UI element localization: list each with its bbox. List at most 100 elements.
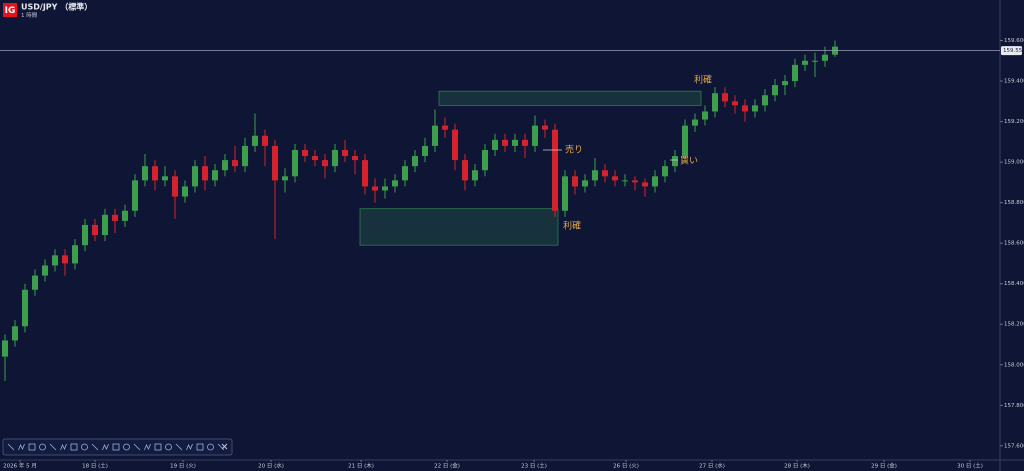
- target-zone: [359, 208, 559, 246]
- x-tick-label: 27 日 (水): [699, 462, 725, 470]
- y-tick-label: 159.200: [1004, 119, 1024, 125]
- candle-body: [462, 160, 468, 181]
- candle-body: [662, 166, 668, 177]
- candle-body: [512, 139, 518, 146]
- candle-body: [532, 125, 538, 146]
- candle-body: [32, 275, 38, 290]
- tool-icon[interactable]: [217, 443, 225, 451]
- candle-body: [302, 149, 308, 157]
- tool-icon[interactable]: [112, 443, 120, 451]
- candle-body: [622, 180, 628, 182]
- candle-body: [252, 135, 258, 146]
- y-tick-label: 158.200: [1004, 322, 1024, 328]
- tool-icon[interactable]: [133, 443, 141, 451]
- candle-body: [592, 170, 598, 181]
- candle-body: [742, 105, 748, 112]
- candle-body: [262, 135, 268, 146]
- candle-body: [412, 156, 418, 167]
- candle-body: [402, 166, 408, 181]
- drawing-toolbar[interactable]: [2, 438, 233, 456]
- tool-icon[interactable]: [175, 443, 183, 451]
- candle-body: [182, 186, 188, 197]
- candle-body: [112, 214, 118, 221]
- y-tick-label: 157.800: [1004, 403, 1024, 409]
- symbol: USD/JPY （標準）: [21, 2, 92, 12]
- candle-body: [822, 54, 828, 61]
- candle-body: [362, 160, 368, 187]
- candle-body: [602, 170, 608, 177]
- tool-icon[interactable]: [165, 443, 172, 451]
- candle-body: [442, 125, 448, 130]
- tool-icon[interactable]: [123, 443, 130, 451]
- x-tick-label: 21 日 (木): [348, 462, 374, 470]
- candle-body: [552, 129, 558, 211]
- tool-icon[interactable]: [18, 443, 25, 451]
- candle-body: [652, 176, 658, 187]
- candle-body: [242, 145, 248, 167]
- candle-body: [702, 111, 708, 120]
- candle-body: [282, 176, 288, 181]
- candle-body: [792, 64, 798, 82]
- candle-body: [542, 125, 548, 130]
- candle-body: [522, 139, 528, 146]
- tool-icon[interactable]: [7, 443, 15, 451]
- candle-body: [502, 139, 508, 146]
- tool-icon[interactable]: [91, 443, 99, 451]
- candle-body: [482, 149, 488, 171]
- candle-body: [372, 186, 378, 191]
- candle-body: [42, 265, 48, 276]
- candle-body: [712, 93, 718, 112]
- target-zone: [438, 90, 702, 106]
- tool-close[interactable]: [221, 443, 228, 450]
- candle-body: [202, 166, 208, 181]
- candle-body: [692, 119, 698, 126]
- y-tick-label: 159.400: [1004, 79, 1024, 85]
- y-tick-label: 158.000: [1004, 362, 1024, 368]
- tool-icon[interactable]: [28, 443, 36, 451]
- candle-body: [232, 160, 238, 167]
- candle-body: [452, 129, 458, 161]
- candle-body: [572, 176, 578, 187]
- tool-icon[interactable]: [70, 443, 78, 451]
- tool-icon[interactable]: [186, 443, 193, 451]
- candle-body: [92, 224, 98, 236]
- candle-body: [672, 156, 678, 167]
- candle-body: [782, 81, 788, 86]
- tool-icon[interactable]: [207, 443, 214, 451]
- candle-body: [72, 245, 78, 264]
- candle-body: [342, 149, 348, 157]
- tool-icon[interactable]: [196, 443, 204, 451]
- candle-body: [752, 105, 758, 112]
- tool-icon[interactable]: [49, 443, 57, 451]
- candle-body: [322, 160, 328, 167]
- candle-body: [762, 95, 768, 106]
- candle-body: [422, 145, 428, 157]
- y-tick-label: 158.800: [1004, 200, 1024, 206]
- last-price-box: [1001, 46, 1022, 56]
- x-tick-label: 22 日 (金): [434, 462, 460, 470]
- x-tick-label: 30 日 (土): [957, 462, 983, 470]
- x-tick-label: 29 日 (金): [871, 462, 897, 470]
- y-tick-label: 158.400: [1004, 281, 1024, 287]
- candle-body: [352, 156, 358, 161]
- tool-icon[interactable]: [154, 443, 162, 451]
- y-tick-label: 157.600: [1004, 443, 1024, 449]
- candle-body: [102, 214, 108, 236]
- candle-body: [172, 176, 178, 197]
- x-tick-label: 26 日 (火): [613, 463, 639, 470]
- candle-body: [802, 60, 808, 65]
- tool-icon[interactable]: [102, 443, 109, 451]
- candle-body: [22, 289, 28, 327]
- candle-body: [642, 182, 648, 187]
- tool-icon[interactable]: [60, 443, 67, 451]
- candle-body: [272, 145, 278, 181]
- tool-icon[interactable]: [81, 443, 88, 451]
- x-tick-label: 2026 年 5 月: [3, 462, 37, 470]
- y-tick-label: 159.000: [1004, 160, 1024, 166]
- candle-body: [382, 186, 388, 191]
- tool-icon[interactable]: [144, 443, 151, 451]
- y-tick-label: 159.600: [1004, 38, 1024, 44]
- tool-icon[interactable]: [39, 443, 46, 451]
- annotation: 利確: [694, 74, 712, 86]
